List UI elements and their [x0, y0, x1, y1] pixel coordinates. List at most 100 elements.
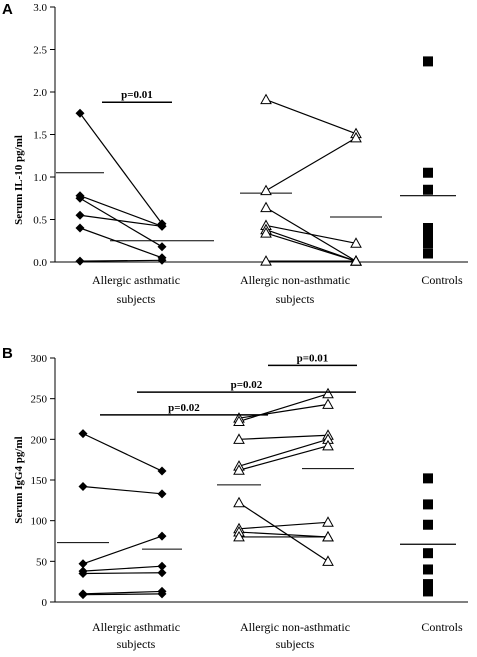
diamond-point	[75, 108, 85, 118]
y-tick-label: 200	[31, 434, 48, 446]
y-tick-label: 50	[36, 556, 48, 568]
x-category-label: Allergic asthmatic	[92, 273, 180, 287]
triangle-point	[350, 237, 362, 248]
y-tick-label: 100	[31, 516, 48, 528]
y-tick-label: 2.0	[33, 87, 47, 99]
triangle-point	[233, 496, 245, 508]
square-point	[423, 167, 433, 178]
y-tick-label: 0	[42, 597, 48, 609]
x-category-label: Allergic non-asthmatic	[240, 620, 350, 634]
pair-line	[238, 502, 329, 562]
diamond-point	[78, 569, 88, 579]
square-point	[423, 223, 433, 233]
square-point	[423, 548, 433, 559]
pair-line	[82, 590, 163, 595]
diamond-point	[157, 221, 167, 231]
triangle-point	[350, 131, 362, 143]
pair-line	[79, 227, 163, 259]
diamond-point	[157, 589, 167, 599]
triangle-point	[260, 255, 272, 266]
panel-a-letter: A	[2, 1, 13, 18]
pair-line	[82, 485, 163, 495]
x-category-label: Allergic asthmatic	[92, 620, 180, 634]
triangle-point	[322, 387, 334, 399]
panel-b-chart: B 0 50 100 150 200 250 300 Serum IgG4 pg/ml Alle…	[2, 345, 468, 651]
diamond-point	[78, 559, 88, 569]
diamond-point	[78, 482, 88, 492]
significance-label: p=0.02	[231, 379, 263, 391]
diamond-point	[78, 429, 88, 439]
pair-line	[238, 434, 329, 440]
y-tick-label: 0.5	[33, 215, 47, 227]
triangle-point	[322, 530, 334, 542]
x-category-label: subjects	[276, 292, 315, 306]
square-point	[423, 473, 433, 484]
panel-b-letter: B	[2, 345, 13, 362]
diamond-point	[157, 489, 167, 499]
y-tick-label: 1.0	[33, 172, 47, 184]
x-category-label: subjects	[117, 292, 156, 306]
diamond-point	[157, 466, 167, 476]
pair-line	[82, 535, 163, 565]
pair-line	[265, 99, 357, 135]
significance-label: p=0.01	[121, 89, 153, 101]
y-tick-label: 1.5	[33, 130, 47, 142]
x-category-label: subjects	[117, 637, 156, 651]
y-tick-label: 300	[31, 353, 48, 365]
diamond-point	[75, 210, 85, 220]
square-point	[423, 499, 433, 510]
y-tick-label: 0.0	[33, 257, 47, 269]
diamond-point	[75, 223, 85, 233]
square-point	[423, 564, 433, 575]
diamond-point	[157, 531, 167, 541]
panel-a-chart: A 0.0 0.5 1.0 1.5 2.0 2.5 3.0 Serum IL-10 pg/ml…	[2, 1, 468, 306]
diamond-point	[157, 242, 167, 252]
pair-line	[238, 393, 329, 423]
y-tick-label: 150	[31, 475, 48, 487]
square-point	[423, 519, 433, 530]
square-point	[423, 184, 433, 195]
pair-line	[238, 403, 329, 419]
pair-line	[82, 572, 163, 575]
pair-line	[238, 438, 329, 467]
pair-line	[79, 214, 163, 227]
pair-line	[79, 112, 163, 225]
pair-line	[238, 445, 329, 471]
square-point	[423, 579, 433, 590]
triangle-point	[233, 530, 245, 542]
triangle-point	[260, 227, 272, 238]
triangle-point	[322, 398, 334, 409]
square-point	[423, 586, 433, 597]
triangle-point	[233, 464, 245, 475]
triangle-point	[322, 516, 334, 527]
triangle-point	[233, 415, 245, 426]
x-category-label: Allergic non-asthmatic	[240, 273, 350, 287]
square-point	[423, 248, 433, 259]
pair-line	[238, 531, 329, 538]
y-axis-label: Serum IL-10 pg/ml	[13, 135, 25, 225]
pair-line	[79, 259, 163, 262]
pair-line	[82, 565, 163, 572]
triangle-point	[322, 439, 334, 451]
triangle-point	[233, 433, 245, 444]
pair-line	[265, 137, 357, 192]
diamond-point	[75, 256, 85, 266]
diamond-point	[157, 255, 167, 265]
pair-line	[265, 232, 357, 262]
triangle-point	[260, 201, 272, 213]
pair-line	[238, 521, 329, 530]
pair-line	[79, 195, 163, 227]
diamond-point	[157, 568, 167, 578]
x-category-label: Controls	[421, 620, 463, 634]
significance-label: p=0.01	[297, 352, 329, 364]
square-point	[423, 238, 433, 249]
square-point	[423, 228, 433, 239]
triangle-point	[260, 184, 272, 196]
y-axis-label: Serum IgG4 pg/ml	[13, 436, 25, 523]
triangle-point	[260, 93, 272, 105]
triangle-point	[322, 555, 334, 566]
y-tick-label: 250	[31, 394, 48, 406]
pair-line	[82, 433, 163, 472]
pair-line	[79, 197, 163, 248]
pair-line	[265, 224, 357, 244]
